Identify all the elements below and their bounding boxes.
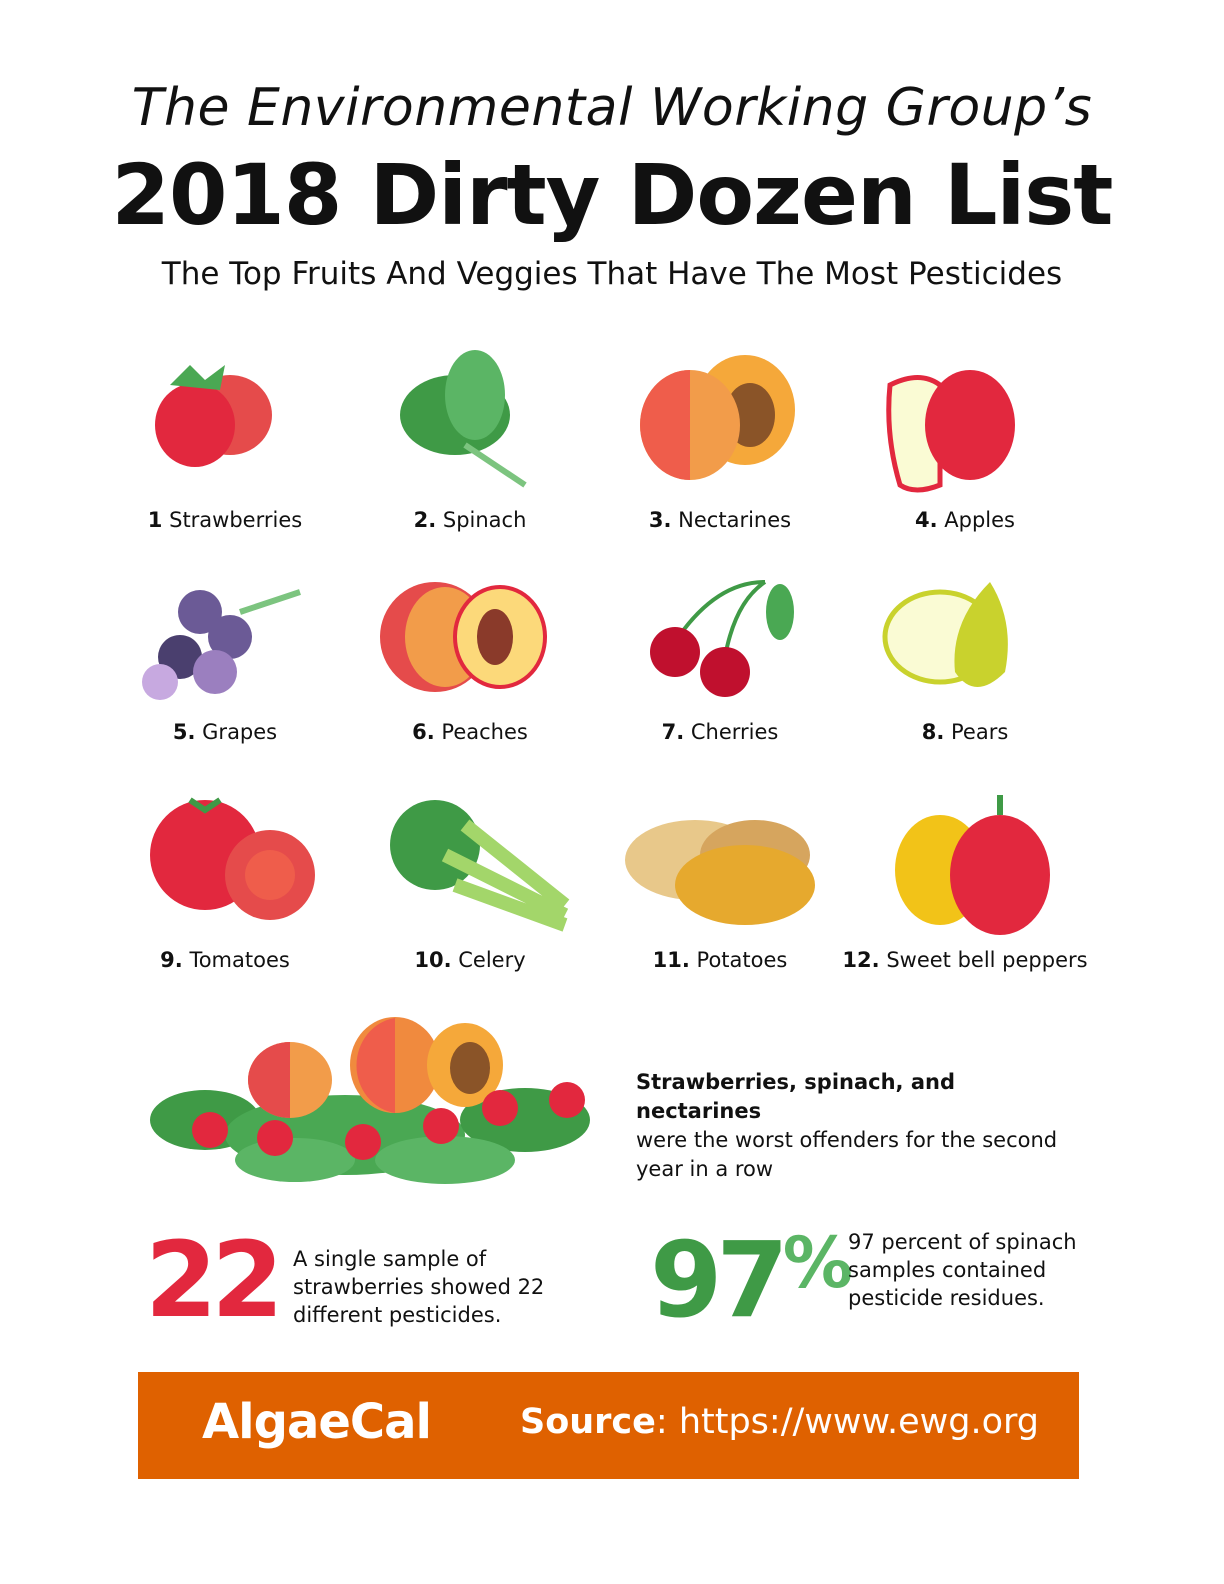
worst-offenders-note: Strawberries, spinach, and nectarines we… [636,1068,1076,1184]
produce-name: Tomatoes [189,948,290,972]
produce-rank: 12. [842,948,880,972]
produce-name: Celery [458,948,526,972]
produce-item: 11. Potatoes [595,780,845,972]
produce-rank: 8. [921,720,945,744]
produce-name: Cherries [690,720,779,744]
produce-name: Peaches [441,720,528,744]
potato-icon [625,820,815,925]
produce-item: 3. Nectarines [595,340,845,532]
produce-name: Potatoes [696,948,788,972]
stat-97-text: 97 percent of spinach samples contained … [848,1230,1077,1310]
produce-name: Spinach [442,508,527,532]
peach-icon [380,582,547,692]
produce-rank: 3. [648,508,672,532]
produce-name: Apples [944,508,1015,532]
stat-97-number: 97% [650,1228,853,1332]
source-url[interactable]: : https://www.ewg.org [655,1402,1039,1442]
worst-offenders-text: were the worst offenders for the second … [636,1128,1058,1181]
produce-label: 6. Peaches [345,720,595,744]
produce-item: 9. Tomatoes [100,780,350,972]
produce-item: 7. Cherries [595,562,845,744]
produce-rank: 2. [413,508,437,532]
cherries-icon [650,580,794,697]
stat-22-number: 22 [145,1219,284,1341]
produce-bundle-illustration [150,1017,590,1184]
produce-label: 3. Nectarines [595,508,845,532]
page-title: 2018 Dirty Dozen List [111,146,1114,244]
produce-item: 2. Spinach [345,340,595,532]
produce-rank: 9. [160,948,183,972]
stat-97-value: 97 [650,1219,789,1341]
footer-banner: AlgaeCal Source: https://www.ewg.org [138,1372,1079,1479]
produce-item: 5. Grapes [100,562,350,744]
produce-item: 12. Sweet bell peppers [840,780,1090,972]
grapes-icon [142,589,301,700]
produce-label: 5. Grapes [100,720,350,744]
stat-22-text: A single sample of strawberries showed 2… [293,1247,545,1327]
produce-label: 10. Celery [345,948,595,972]
produce-name: Sweet bell peppers [886,948,1088,972]
pretitle: The Environmental Working Group’s [131,78,1093,138]
produce-item: 6. Peaches [345,562,595,744]
bell-pepper-icon [895,795,1050,935]
produce-label: 12. Sweet bell peppers [840,948,1090,972]
produce-label: 2. Spinach [345,508,595,532]
nectarine-icon [640,355,795,480]
strawberry-icon [155,365,272,467]
produce-rank: 4. [914,508,938,532]
produce-label: 1 Strawberries [100,508,350,532]
produce-rank: 11. [652,948,690,972]
produce-rank: 10. [414,948,452,972]
produce-label: 7. Cherries [595,720,845,744]
pear-icon [882,582,1008,687]
produce-name: Nectarines [678,508,792,532]
celery-icon [390,800,570,932]
percent-sign: % [782,1222,853,1304]
produce-name: Grapes [202,720,278,744]
produce-label: 8. Pears [840,720,1090,744]
tomato-icon [150,797,315,920]
produce-rank: 5. [172,720,196,744]
source-line: Source: https://www.ewg.org [520,1402,1039,1442]
produce-item: 4. Apples [840,340,1090,532]
produce-label: 11. Potatoes [595,948,845,972]
produce-rank: 7. [661,720,685,744]
produce-rank: 1 [147,508,163,532]
produce-item: 8. Pears [840,562,1090,744]
produce-label: 4. Apples [840,508,1090,532]
worst-offenders-bold: Strawberries, spinach, and nectarines [636,1070,955,1123]
produce-name: Pears [951,720,1009,744]
source-label: Source [520,1402,656,1442]
produce-item: 1 Strawberries [100,340,350,532]
produce-label: 9. Tomatoes [100,948,350,972]
spinach-icon [400,350,527,488]
algaecal-logo: AlgaeCal [202,1394,432,1450]
produce-rank: 6. [412,720,435,744]
produce-item: 10. Celery [345,780,595,972]
subtitle: The Top Fruits And Veggies That Have The… [161,256,1063,292]
apple-icon [886,370,1015,493]
produce-name: Strawberries [169,508,303,532]
